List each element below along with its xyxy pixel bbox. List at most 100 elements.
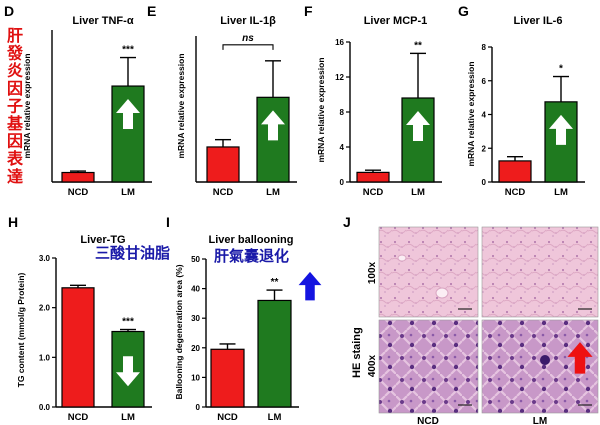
side-annotation-char: 肝 <box>7 27 23 45</box>
significance-label: ** <box>271 277 279 288</box>
bar-ncd <box>356 171 390 183</box>
panel-letter: J <box>343 214 351 230</box>
x-tick-label: LM <box>121 412 135 423</box>
chart-panel-e: E Liver IL-1β mRNA relative expression NCD L… <box>147 3 297 198</box>
chart-panel-i: I Liver ballooning Ballooning degeneration… <box>166 214 322 423</box>
panel-letter: H <box>8 214 18 230</box>
x-tick-label: NCD <box>68 412 89 423</box>
y-tick-label: 4 <box>482 111 487 120</box>
y-tick-label: 40 <box>191 285 200 294</box>
y-axis-label: mRNA relative expression <box>316 57 326 162</box>
chart-title: Liver TNF-α <box>72 15 133 27</box>
chinese-annotation: 三酸甘油脂 <box>95 244 170 262</box>
panel-letter: D <box>4 3 14 19</box>
y-tick-label: 10 <box>191 373 200 382</box>
chart-title: Liver IL-1β <box>220 15 276 27</box>
y-axis-label: mRNA relative expression <box>22 53 32 158</box>
x-tick-label: LM <box>268 412 282 423</box>
white-up-arrow-icon <box>261 110 285 141</box>
x-tick-label: NCD <box>217 412 238 423</box>
y-tick-label: 2.0 <box>39 304 51 313</box>
side-annotation-char: 發 <box>6 44 24 63</box>
stain-label: HE staing <box>351 327 363 378</box>
side-annotation-char: 炎 <box>7 62 23 80</box>
chart-panel-f: F Liver MCP-1 mRNA relative expression 0 4 8 1… <box>304 3 442 198</box>
y-axis-label: Ballooning degeneration area (%) <box>174 264 184 399</box>
micrograph-ncd-100x <box>378 226 479 318</box>
side-annotation-char: 達 <box>7 167 23 186</box>
significance-label: *** <box>122 317 134 328</box>
white-up-arrow-icon <box>406 111 430 141</box>
y-axis-label: mRNA relative expression <box>176 53 186 158</box>
significance-label: * <box>559 64 563 75</box>
group-label: LM <box>533 416 547 425</box>
significance-label: *** <box>122 45 134 56</box>
bar-ncd <box>61 171 95 183</box>
y-tick-label: 8 <box>482 43 487 52</box>
y-tick-label: 20 <box>191 344 200 353</box>
y-tick-label: 12 <box>335 73 344 82</box>
y-tick-label: 3.0 <box>39 254 51 263</box>
y-axis-label: mRNA relative expression <box>466 61 476 166</box>
bar-ncd <box>210 348 245 408</box>
panel-letter: E <box>147 3 156 19</box>
y-tick-label: 0 <box>482 178 487 187</box>
white-up-arrow-icon <box>549 114 573 145</box>
panel-letter: I <box>166 214 170 230</box>
x-tick-label: NCD <box>213 187 234 198</box>
significance-label: ns <box>242 33 254 44</box>
chart-title: Liver-TG <box>80 234 125 246</box>
y-tick-label: 8 <box>340 108 345 117</box>
x-tick-label: LM <box>121 187 135 198</box>
chart-title: Liver ballooning <box>209 234 294 246</box>
chinese-annotation: 肝氣囊退化 <box>214 247 289 265</box>
chart-panel-g: G Liver IL-6 mRNA relative expression 0 2 4 6 8… <box>458 3 585 198</box>
x-tick-label: NCD <box>363 187 384 198</box>
side-annotation-char: 基 <box>6 114 24 133</box>
y-tick-label: 0 <box>340 178 345 187</box>
y-tick-label: 4 <box>340 143 345 152</box>
y-tick-label: 0.0 <box>39 403 51 412</box>
chart-panel-h: H Liver-TG TG content (mmol/g Protein) 0.0 1… <box>8 214 170 423</box>
chart-panel-d: D Liver TNF-α mRNA relative expression NCD L… <box>4 3 152 198</box>
magnification-label: 400x <box>367 354 378 377</box>
y-tick-label: 30 <box>191 314 200 323</box>
magnification-label: 100x <box>367 261 378 284</box>
significance-bracket <box>222 44 274 50</box>
x-tick-label: LM <box>266 187 280 198</box>
side-annotation-char: 表 <box>6 149 24 168</box>
group-label: NCD <box>417 416 439 425</box>
white-up-arrow-icon <box>116 99 140 130</box>
x-tick-label: LM <box>554 187 568 198</box>
panel-letter: F <box>304 3 313 19</box>
side-annotation-char: 子 <box>7 97 23 115</box>
chart-title: Liver IL-6 <box>514 15 563 27</box>
central-vein <box>397 254 407 262</box>
micrograph-lm-100x <box>481 226 599 318</box>
central-vein <box>435 287 449 299</box>
significance-label: ** <box>414 40 422 51</box>
blue-up-arrow-icon <box>298 271 322 301</box>
panel-letter: G <box>458 3 469 19</box>
micrograph-ncd-400x <box>378 319 479 414</box>
y-tick-label: 1.0 <box>39 353 51 362</box>
y-tick-label: 50 <box>191 255 200 264</box>
x-tick-label: LM <box>411 187 425 198</box>
red-up-arrow-icon <box>567 342 593 374</box>
bar-ncd <box>206 146 240 183</box>
side-annotation-char: 因 <box>7 80 23 98</box>
bar-lm <box>257 299 292 408</box>
y-axis-label: TG content (mmol/g Protein) <box>16 272 26 387</box>
y-tick-label: 0 <box>196 403 201 412</box>
chart-title: Liver MCP-1 <box>364 15 428 27</box>
y-tick-label: 16 <box>335 38 344 47</box>
side-annotation-char: 因 <box>7 133 23 151</box>
y-tick-label: 2 <box>482 144 487 153</box>
y-tick-label: 6 <box>482 77 487 86</box>
x-tick-label: NCD <box>68 187 89 198</box>
bar-ncd <box>61 287 95 408</box>
bar-ncd <box>498 160 532 183</box>
x-tick-label: NCD <box>505 187 526 198</box>
